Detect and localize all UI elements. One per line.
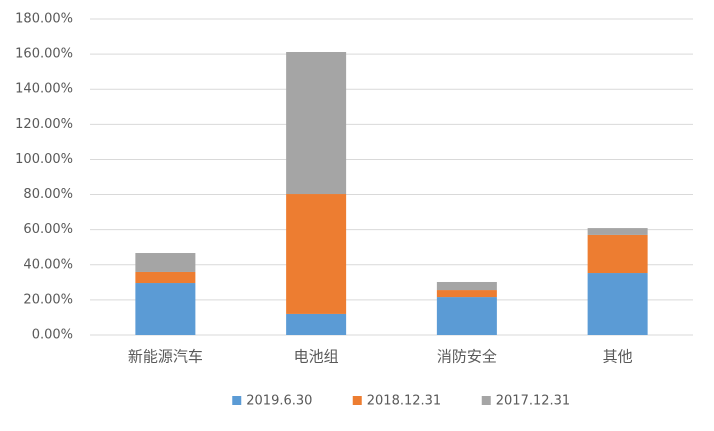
- legend-swatch: [481, 396, 491, 405]
- legend-label: 2019.6.30: [246, 394, 312, 409]
- bar-segment: [436, 290, 497, 298]
- y-tick-label: 80.00%: [23, 187, 73, 202]
- bar-segment: [135, 253, 196, 272]
- y-tick-label: 180.00%: [15, 12, 73, 27]
- bar-segment: [135, 271, 196, 284]
- legend-swatch: [352, 396, 362, 405]
- legend-swatch: [232, 396, 242, 405]
- y-tick-label: 40.00%: [23, 257, 73, 272]
- y-tick-label: 140.00%: [15, 82, 73, 97]
- y-tick-label: 0.00%: [32, 328, 73, 343]
- bar-segment: [436, 281, 497, 291]
- y-tick-label: 100.00%: [15, 152, 73, 167]
- bar-segment: [286, 52, 347, 195]
- bar-segment: [286, 313, 347, 335]
- y-tick-label: 160.00%: [15, 47, 73, 62]
- legend-label: 2017.12.31: [496, 394, 570, 409]
- bar-segment: [587, 273, 648, 335]
- y-tick-label: 120.00%: [15, 117, 73, 132]
- x-tick-label: 电池组: [294, 348, 339, 366]
- bar-segment: [135, 283, 196, 335]
- bar-segment: [587, 234, 648, 274]
- legend-label: 2018.12.31: [367, 394, 441, 409]
- bar-segment: [286, 194, 347, 314]
- y-tick-label: 60.00%: [23, 222, 73, 237]
- bar-segment: [436, 297, 497, 335]
- x-tick-label: 消防安全: [437, 348, 497, 366]
- x-tick-label: 新能源汽车: [128, 348, 203, 366]
- bar-segment: [587, 228, 648, 235]
- y-tick-label: 20.00%: [23, 292, 73, 307]
- x-tick-label: 其他: [603, 348, 633, 366]
